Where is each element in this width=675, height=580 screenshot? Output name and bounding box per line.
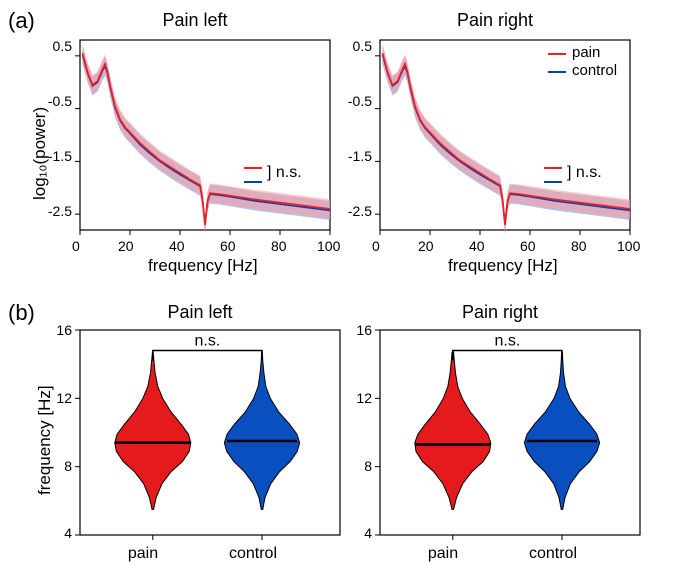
- tick-label: 0.5: [48, 38, 72, 54]
- panel-a-right-xlabel: frequency [Hz]: [448, 256, 558, 276]
- tick-label: 20: [418, 238, 434, 254]
- panel-a-left-title: Pain left: [95, 10, 295, 31]
- category-label-control: control: [523, 545, 583, 563]
- tick-label: -0.5: [44, 93, 72, 109]
- tick-label: -0.5: [344, 93, 372, 109]
- tick-label: -1.5: [344, 148, 372, 164]
- tick-label: 100: [617, 238, 640, 254]
- panel-b-label: (b): [8, 300, 35, 326]
- tick-label: 60: [220, 238, 236, 254]
- tick-label: -1.5: [44, 148, 72, 164]
- figure-root: (a) log₁₀(power) Pain left 0.5 -0.5 -1.5…: [0, 0, 675, 580]
- legend-pain-line: [548, 53, 566, 55]
- ns-line-pain: [244, 167, 262, 169]
- tick-label: 0: [372, 238, 380, 254]
- ns-line-control: [544, 181, 562, 183]
- panel-b-right-title: Pain right: [400, 302, 600, 323]
- tick-label: -2.5: [344, 203, 372, 219]
- panel-a-right-ns: ] n.s.: [567, 164, 602, 182]
- tick-label: 8: [60, 458, 72, 474]
- panel-a-left-chart: [75, 35, 335, 265]
- ns-line-control: [244, 181, 262, 183]
- tick-label: 16: [52, 322, 72, 338]
- panel-a-right-title: Pain right: [395, 10, 595, 31]
- tick-label: 80: [271, 238, 287, 254]
- tick-label: 0: [72, 238, 80, 254]
- tick-label: 0.5: [348, 38, 372, 54]
- category-label-pain: pain: [413, 545, 473, 563]
- tick-label: 80: [571, 238, 587, 254]
- legend-control-line: [548, 71, 566, 73]
- panel-b-right-chart: n.s.: [375, 325, 645, 550]
- panel-b-left-title: Pain left: [100, 302, 300, 323]
- tick-label: 60: [520, 238, 536, 254]
- tick-label: 16: [352, 322, 372, 338]
- legend-control-label: control: [572, 62, 617, 79]
- panel-a-left-ns: ] n.s.: [267, 164, 302, 182]
- tick-label: 40: [169, 238, 185, 254]
- svg-text:n.s.: n.s.: [495, 333, 521, 350]
- tick-label: 12: [52, 390, 72, 406]
- category-label-control: control: [223, 545, 283, 563]
- tick-label: 4: [60, 525, 72, 541]
- tick-label: 4: [360, 525, 372, 541]
- tick-label: 40: [469, 238, 485, 254]
- panel-a-label: (a): [8, 8, 35, 34]
- category-label-pain: pain: [113, 545, 173, 563]
- tick-label: 100: [317, 238, 340, 254]
- tick-label: -2.5: [44, 203, 72, 219]
- svg-text:n.s.: n.s.: [195, 333, 221, 350]
- tick-label: 8: [360, 458, 372, 474]
- legend-pain-label: pain: [572, 44, 600, 61]
- panel-b-left-chart: n.s.: [75, 325, 345, 550]
- ns-line-pain: [544, 167, 562, 169]
- tick-label: 20: [118, 238, 134, 254]
- tick-label: 12: [352, 390, 372, 406]
- panel-a-left-xlabel: frequency [Hz]: [148, 256, 258, 276]
